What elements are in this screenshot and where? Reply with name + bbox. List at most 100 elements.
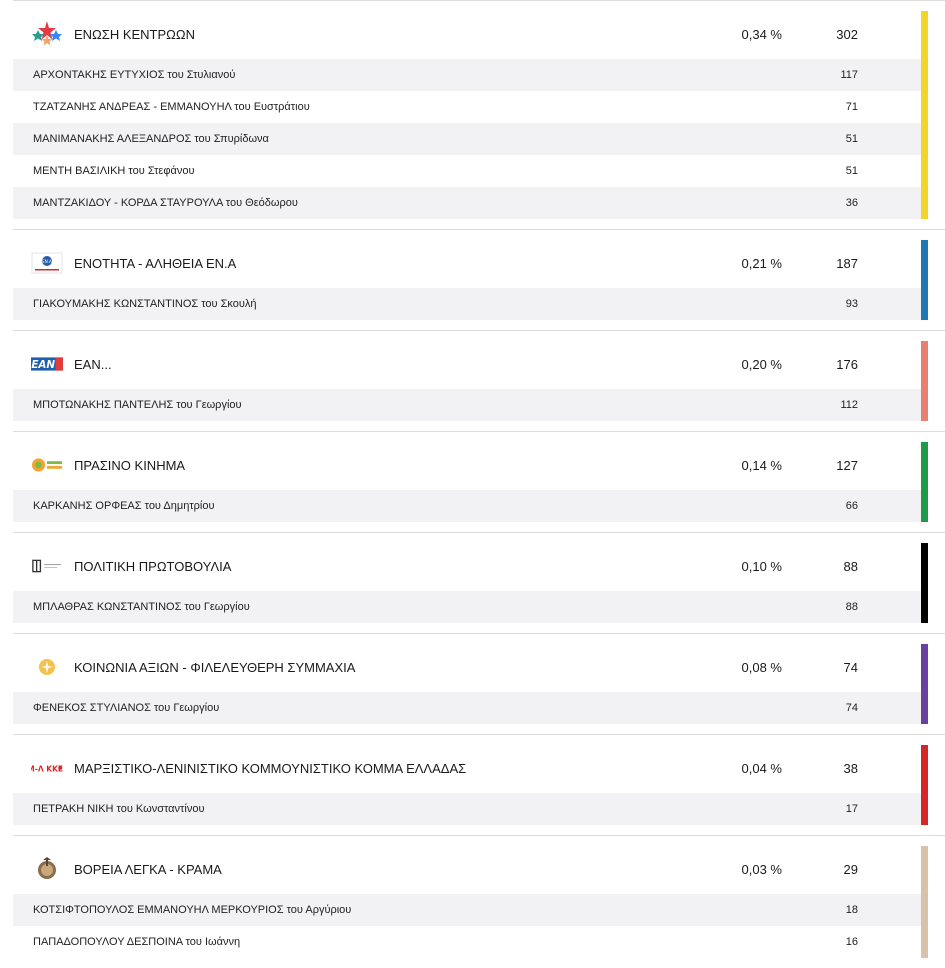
candidate-votes: 71 — [845, 101, 858, 113]
party-section: ΒΟΡΕΙΑ ΛΕΓΚΑ - ΚΡΑΜΑ 0,03 % 29 ΚΟΤΣΙΦΤΟΠΟΥΛ… — [13, 836, 945, 968]
society-of-values-logo-icon — [31, 654, 63, 680]
candidate-name: ΚΑΡΚΑΝΗΣ ΟΡΦΕΑΣ του Δημητρίου — [33, 500, 215, 512]
candidate-votes: 18 — [845, 904, 858, 916]
party-percent: 0,34 % — [741, 27, 782, 42]
candidate-row: ΜΠΟΤΩΝΑΚΗΣ ΠΑΝΤΕΛΗΣ του Γεωργίου 112 — [13, 389, 921, 421]
political-initiative-logo-icon — [31, 553, 63, 579]
party-section: ΚΟΙΝΩΝΙΑ ΑΞΙΩΝ - ΦΙΛΕΛΕΥΘΕΡΗ ΣΥΜΜΑΧΙΑ 0,0… — [13, 634, 945, 735]
svg-text:Μ-Λ ΚΚΕ: Μ-Λ ΚΚΕ — [31, 764, 63, 773]
candidate-votes: 66 — [845, 500, 858, 512]
party-percent: 0,04 % — [741, 761, 782, 776]
candidate-votes: 16 — [845, 936, 858, 948]
party-header[interactable]: ΚΟΙΝΩΝΙΑ ΑΞΙΩΝ - ΦΙΛΕΛΕΥΘΕΡΗ ΣΥΜΜΑΧΙΑ 0,0… — [13, 644, 921, 692]
candidate-votes: 74 — [845, 702, 858, 714]
party-header[interactable]: ΠΡΑΣΙΝΟ ΚΙΝΗΜΑ 0,14 % 127 — [13, 442, 921, 490]
candidate-row: ΓΙΑΚΟΥΜΑΚΗΣ ΚΩΝΣΤΑΝΤΙΝΟΣ του Σκουλή 93 — [13, 288, 921, 320]
party-percent: 0,21 % — [741, 256, 782, 271]
party-header[interactable]: ΕΝ.Α ΕΝΟΤΗΤΑ - ΑΛΗΘΕΙΑ ΕΝ.Α 0,21 % 187 — [13, 240, 921, 288]
party-name: ΕΝΟΤΗΤΑ - ΑΛΗΘΕΙΑ ΕΝ.Α — [74, 256, 237, 271]
candidate-name: ΓΙΑΚΟΥΜΑΚΗΣ ΚΩΝΣΤΑΝΤΙΝΟΣ του Σκουλή — [33, 298, 257, 310]
party-color-bar — [921, 240, 928, 320]
candidate-name: ΦΕΝΕΚΟΣ ΣΤΥΛΙΑΝΟΣ του Γεωργίου — [33, 702, 220, 714]
candidate-votes: 117 — [840, 69, 858, 81]
party-votes: 29 — [843, 862, 858, 877]
candidate-name: ΠΑΠΑΔΟΠΟΥΛΟΥ ΔΕΣΠΟΙΝΑ του Ιωάννη — [33, 936, 241, 948]
party-name: ΕΑΝ... — [74, 357, 112, 372]
party-votes: 176 — [836, 357, 858, 372]
candidate-votes: 51 — [845, 133, 858, 145]
star-cluster-logo-icon — [31, 21, 63, 47]
party-color-bar — [921, 442, 928, 522]
candidate-name: ΜΕΝΤΗ ΒΑΣΙΛΙΚΗ του Στεφάνου — [33, 165, 195, 177]
candidate-row: ΦΕΝΕΚΟΣ ΣΤΥΛΙΑΝΟΣ του Γεωργίου 74 — [13, 692, 921, 724]
party-name: ΒΟΡΕΙΑ ΛΕΓΚΑ - ΚΡΑΜΑ — [74, 862, 222, 877]
party-votes: 38 — [843, 761, 858, 776]
candidate-row: ΠΕΤΡΑΚΗ ΝΙΚΗ του Κωνσταντίνου 17 — [13, 793, 921, 825]
candidate-row: ΑΡΧΟΝΤΑΚΗΣ ΕΥΤΥΧΙΟΣ του Στυλιανού 117 — [13, 59, 921, 91]
party-header[interactable]: ΠΟΛΙΤΙΚΗ ΠΡΩΤΟΒΟΥΛΙΑ 0,10 % 88 — [13, 543, 921, 591]
party-votes: 88 — [843, 559, 858, 574]
party-percent: 0,20 % — [741, 357, 782, 372]
party-section: ΕΝΩΣΗ ΚΕΝΤΡΩΩΝ 0,34 % 302 ΑΡΧΟΝΤΑΚΗΣ ΕΥΤΥΧΙ… — [13, 1, 945, 230]
party-name: ΕΝΩΣΗ ΚΕΝΤΡΩΩΝ — [74, 27, 195, 42]
svg-text:ΕΑΝ: ΕΑΝ — [31, 359, 55, 371]
ena-logo-icon: ΕΝ.Α — [31, 250, 63, 276]
northern-league-logo-icon — [31, 856, 63, 882]
party-color-bar — [921, 341, 928, 421]
candidate-name: ΜΑΝΤΖΑΚΙΔΟΥ - ΚΟΡΔΑ ΣΤΑΥΡΟΥΛΑ του Θεόδωρ… — [33, 197, 298, 209]
candidate-name: ΚΟΤΣΙΦΤΟΠΟΥΛΟΣ ΕΜΜΑΝΟΥΗΛ ΜΕΡΚΟΥΡΙΟΣ του … — [33, 904, 352, 916]
candidate-row: ΚΑΡΚΑΝΗΣ ΟΡΦΕΑΣ του Δημητρίου 66 — [13, 490, 921, 522]
candidate-votes: 88 — [845, 601, 858, 613]
party-section: ΠΟΛΙΤΙΚΗ ΠΡΩΤΟΒΟΥΛΙΑ 0,10 % 88 ΜΠΛΑΘΡΑΣ ΚΩΝ… — [13, 533, 945, 634]
party-color-bar — [921, 11, 928, 219]
party-section: ΠΡΑΣΙΝΟ ΚΙΝΗΜΑ 0,14 % 127 ΚΑΡΚΑΝΗΣ ΟΡΦΕΑΣ τ… — [13, 432, 945, 533]
party-section: ΕΝ.Α ΕΝΟΤΗΤΑ - ΑΛΗΘΕΙΑ ΕΝ.Α 0,21 % 187 ΓΙΑΚΟ… — [13, 230, 945, 331]
party-votes: 74 — [843, 660, 858, 675]
candidate-name: ΠΕΤΡΑΚΗ ΝΙΚΗ του Κωνσταντίνου — [33, 803, 205, 815]
party-header[interactable]: ΕΝΩΣΗ ΚΕΝΤΡΩΩΝ 0,34 % 302 — [13, 11, 921, 59]
ean-logo-icon: ΕΑΝ — [31, 351, 63, 377]
party-name: ΠΡΑΣΙΝΟ ΚΙΝΗΜΑ — [74, 458, 186, 473]
candidate-name: ΤΖΑΤΖΑΝΗΣ ΑΝΔΡΕΑΣ - ΕΜΜΑΝΟΥΗΛ του Ευστρά… — [33, 101, 310, 113]
candidate-row: ΜΕΝΤΗ ΒΑΣΙΛΙΚΗ του Στεφάνου 51 — [13, 155, 921, 187]
top-divider — [13, 0, 945, 1]
party-section: ΕΑΝ ΕΑΝ... 0,20 % 176 ΜΠΟΤΩΝΑΚΗΣ ΠΑΝΤΕΛΗΣ το… — [13, 331, 945, 432]
party-color-bar — [921, 846, 928, 958]
candidate-row: ΜΑΝΙΜΑΝΑΚΗΣ ΑΛΕΞΑΝΔΡΟΣ του Σπυρίδωνα 51 — [13, 123, 921, 155]
party-votes: 127 — [836, 458, 858, 473]
candidate-name: ΜΠΟΤΩΝΑΚΗΣ ΠΑΝΤΕΛΗΣ του Γεωργίου — [33, 399, 242, 411]
party-section: Μ-Λ ΚΚΕ ΜΑΡΞΙΣΤΙΚΟ-ΛΕΝΙΝΙΣΤΙΚΟ ΚΟΜΜΟΥΝΙΣΤ… — [13, 735, 945, 836]
candidate-name: ΜΑΝΙΜΑΝΑΚΗΣ ΑΛΕΞΑΝΔΡΟΣ του Σπυρίδωνα — [33, 133, 269, 145]
candidate-row: ΠΑΠΑΔΟΠΟΥΛΟΥ ΔΕΣΠΟΙΝΑ του Ιωάννη 16 — [13, 926, 921, 958]
party-votes: 187 — [836, 256, 858, 271]
party-name: ΚΟΙΝΩΝΙΑ ΑΞΙΩΝ - ΦΙΛΕΛΕΥΘΕΡΗ ΣΥΜΜΑΧΙΑ — [74, 660, 356, 675]
candidate-name: ΑΡΧΟΝΤΑΚΗΣ ΕΥΤΥΧΙΟΣ του Στυλιανού — [33, 69, 236, 81]
party-header[interactable]: ΒΟΡΕΙΑ ΛΕΓΚΑ - ΚΡΑΜΑ 0,03 % 29 — [13, 846, 921, 894]
candidate-votes: 36 — [845, 197, 858, 209]
candidate-row: ΚΟΤΣΙΦΤΟΠΟΥΛΟΣ ΕΜΜΑΝΟΥΗΛ ΜΕΡΚΟΥΡΙΟΣ του … — [13, 894, 921, 926]
party-header[interactable]: Μ-Λ ΚΚΕ ΜΑΡΞΙΣΤΙΚΟ-ΛΕΝΙΝΙΣΤΙΚΟ ΚΟΜΜΟΥΝΙΣΤ… — [13, 745, 921, 793]
svg-text:ΕΝ.Α: ΕΝ.Α — [42, 259, 52, 264]
party-percent: 0,10 % — [741, 559, 782, 574]
candidate-votes: 112 — [840, 399, 858, 411]
party-header[interactable]: ΕΑΝ ΕΑΝ... 0,20 % 176 — [13, 341, 921, 389]
candidate-votes: 17 — [845, 803, 858, 815]
candidate-votes: 93 — [845, 298, 858, 310]
party-percent: 0,14 % — [741, 458, 782, 473]
party-color-bar — [921, 644, 928, 724]
green-movement-logo-icon — [31, 452, 63, 478]
ml-kke-logo-icon: Μ-Λ ΚΚΕ — [31, 755, 63, 781]
candidate-row: ΜΑΝΤΖΑΚΙΔΟΥ - ΚΟΡΔΑ ΣΤΑΥΡΟΥΛΑ του Θεόδωρ… — [13, 187, 921, 219]
party-percent: 0,03 % — [741, 862, 782, 877]
candidate-name: ΜΠΛΑΘΡΑΣ ΚΩΝΣΤΑΝΤΙΝΟΣ του Γεωργίου — [33, 601, 250, 613]
party-color-bar — [921, 745, 928, 825]
party-votes: 302 — [836, 27, 858, 42]
candidate-votes: 51 — [845, 165, 858, 177]
candidate-row: ΤΖΑΤΖΑΝΗΣ ΑΝΔΡΕΑΣ - ΕΜΜΑΝΟΥΗΛ του Ευστρά… — [13, 91, 921, 123]
party-name: ΠΟΛΙΤΙΚΗ ΠΡΩΤΟΒΟΥΛΙΑ — [74, 559, 232, 574]
party-percent: 0,08 % — [741, 660, 782, 675]
party-name: ΜΑΡΞΙΣΤΙΚΟ-ΛΕΝΙΝΙΣΤΙΚΟ ΚΟΜΜΟΥΝΙΣΤΙΚΟ ΚΟΜ… — [74, 761, 467, 776]
candidate-row: ΜΠΛΑΘΡΑΣ ΚΩΝΣΤΑΝΤΙΝΟΣ του Γεωργίου 88 — [13, 591, 921, 623]
